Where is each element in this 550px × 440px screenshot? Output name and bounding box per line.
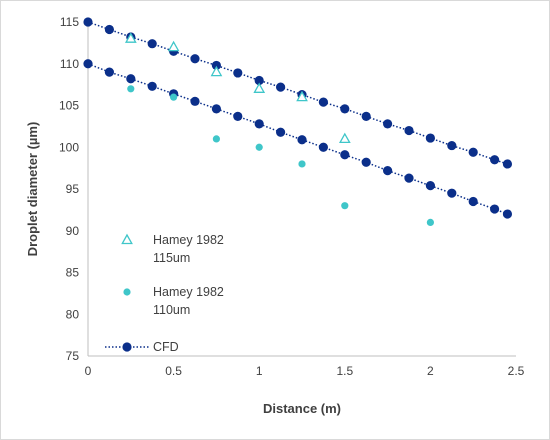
cfd-point	[383, 119, 393, 129]
cfd-point	[318, 142, 328, 152]
hamey-115um-point	[167, 40, 180, 52]
cfd-point	[211, 60, 221, 71]
x-tick-label: 1.5	[336, 364, 353, 378]
cfd-point	[383, 166, 393, 176]
cfd-point	[340, 104, 350, 114]
cfd-point	[404, 173, 414, 183]
cfd-point	[340, 150, 350, 160]
cfd-point	[233, 68, 243, 78]
cfd-point	[361, 111, 371, 121]
cfd-point	[276, 82, 286, 92]
cfd-line-2	[83, 59, 513, 219]
y-tick-label: 75	[66, 349, 80, 363]
cfd-point	[318, 97, 328, 107]
cfd-point	[147, 81, 157, 91]
hamey-115um-point	[253, 82, 266, 93]
hamey-110um-point	[212, 135, 220, 143]
x-tick-labels: 0 0.5 1 1.5 2 2.5	[85, 364, 525, 378]
legend-label: Hamey 1982	[153, 233, 224, 247]
legend-label: 115um	[153, 251, 190, 265]
hamey-110um-point	[255, 143, 263, 151]
legend-label: Hamey 1982	[153, 285, 224, 299]
hamey-115um-point	[296, 90, 308, 102]
cfd-point	[83, 17, 93, 27]
cfd-line-1	[83, 17, 513, 169]
series-hamey-110um	[127, 85, 434, 226]
hamey-110um-point	[127, 85, 135, 93]
legend-label: CFD	[153, 340, 179, 354]
cfd-point	[276, 127, 286, 137]
y-tick-label: 90	[66, 224, 80, 238]
y-tick-label: 115	[60, 15, 79, 29]
cfd-point	[425, 133, 435, 143]
cfd-point	[502, 209, 513, 219]
axes	[87, 22, 516, 357]
hamey-115um-point	[338, 132, 351, 144]
y-tick-label: 105	[59, 99, 79, 113]
legend-label: 110um	[153, 303, 190, 317]
cfd-point	[447, 188, 457, 198]
x-tick-label: 2.5	[508, 364, 525, 378]
cfd-point	[468, 196, 478, 207]
cfd-point	[233, 111, 243, 121]
y-tick-label: 85	[66, 266, 80, 280]
hamey-110um-point	[426, 218, 434, 226]
hamey-110um-point	[298, 160, 306, 168]
series-layer	[83, 17, 513, 226]
cfd-point	[190, 54, 200, 64]
cfd-point	[404, 125, 414, 136]
legend-entry-cfd: CFD	[105, 340, 179, 354]
cfd-point	[104, 67, 114, 77]
x-tick-label: 0	[85, 364, 92, 378]
hamey-110um-point	[341, 202, 349, 210]
cfd-point	[254, 75, 264, 86]
cfd-point	[447, 140, 457, 151]
x-tick-label: 1	[256, 364, 263, 378]
cfd-point	[126, 74, 136, 84]
cfd-point	[190, 96, 200, 106]
x-axis-title: Distance (m)	[263, 401, 341, 416]
cfd-point	[490, 204, 500, 214]
cfd-point	[83, 59, 93, 69]
hamey-110um-point	[170, 93, 178, 101]
cfd-point	[502, 159, 513, 169]
cfd-point	[425, 181, 435, 191]
y-axis-title: Droplet diameter (µm)	[25, 122, 40, 257]
y-tick-label: 95	[66, 182, 80, 196]
cfd-point	[104, 24, 114, 35]
x-tick-label: 2	[427, 364, 434, 378]
y-tick-labels: 75 80 85 90 95 100 105 110 115	[59, 15, 79, 363]
legend: Hamey 1982 115um Hamey 1982 110um CFD	[105, 233, 224, 354]
legend-triangle-marker	[121, 233, 133, 245]
cfd-trend-line	[87, 63, 508, 215]
series-hamey-115um	[124, 32, 351, 144]
hamey-115um-point	[210, 65, 223, 77]
legend-entry-hamey-115um: Hamey 1982 115um	[121, 233, 224, 265]
legend-circle-marker	[123, 288, 131, 296]
cfd-point	[211, 104, 221, 114]
legend-cfd-marker	[122, 342, 132, 352]
legend-entry-hamey-110um: Hamey 1982 110um	[123, 285, 224, 317]
cfd-point	[254, 119, 264, 129]
cfd-point	[468, 147, 478, 157]
cfd-point	[297, 135, 307, 145]
cfd-point	[147, 39, 157, 49]
x-tick-label: 0.5	[165, 364, 182, 378]
y-tick-label: 110	[60, 57, 79, 71]
cfd-point	[490, 155, 500, 165]
cfd-point	[361, 157, 371, 167]
hamey-115um-point	[124, 32, 137, 43]
y-tick-label: 80	[66, 307, 80, 321]
y-tick-label: 100	[59, 140, 79, 154]
